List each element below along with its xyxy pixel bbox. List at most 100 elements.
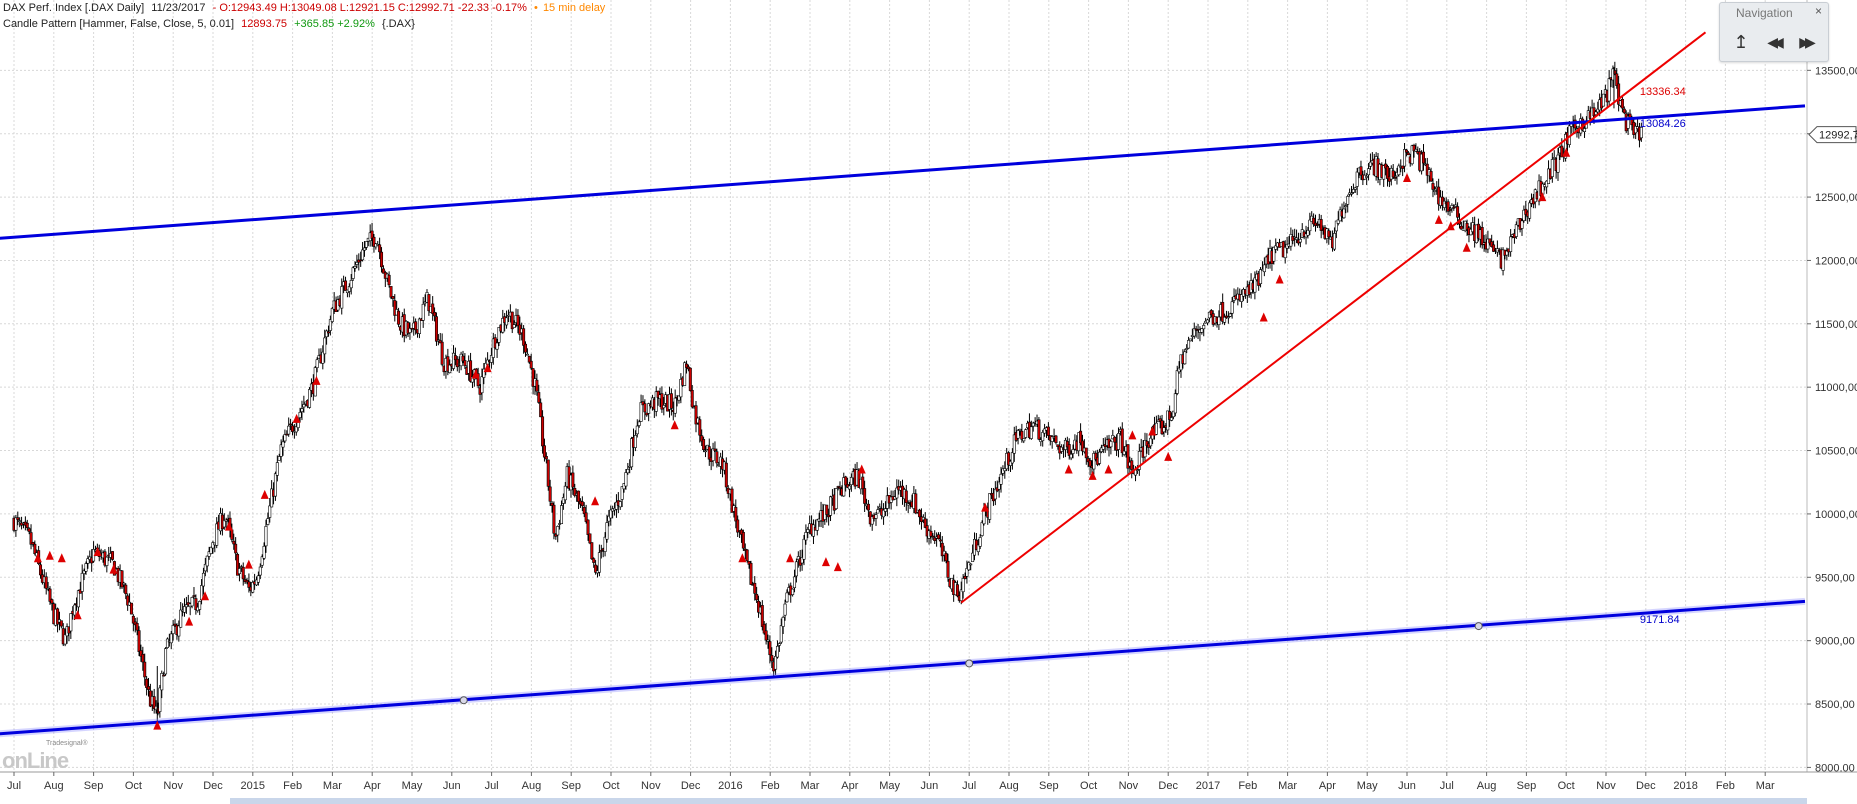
hammer-markers [33,147,1571,730]
candle-body [847,485,851,490]
candle-body [713,448,717,451]
candle-body [245,580,249,583]
candle-body [1187,340,1191,349]
candle-body [1098,451,1102,464]
jump-to-start-icon[interactable]: ↥ [1733,32,1749,52]
close-icon[interactable]: × [1814,4,1822,18]
candle-body [287,425,291,435]
candle-body [453,355,457,361]
hammer-marker [260,489,269,499]
scroll-back-icon[interactable]: ◀◀ [1767,34,1784,50]
candle-body [1109,441,1113,448]
candle-body [904,490,908,503]
candle-body [328,319,332,331]
candle-body [1226,316,1230,319]
x-tick-label: Mar [801,780,820,792]
candle-body [842,477,846,497]
candle-body [1043,428,1047,434]
candle-body [1607,78,1611,102]
price-label: 9171.84 [1640,614,1680,626]
y-axis: 8000,00 8500,00 9000,00 9500,00 10000,00 1050… [1806,0,1857,804]
candle-body [603,536,607,552]
logo-text: onLine [2,748,69,773]
candle-body [1283,246,1287,259]
logo-brand: Tradesignal® [46,740,88,747]
candle-body [25,522,29,529]
candle-body [1240,294,1244,302]
candle-body [1031,422,1035,427]
candle-body [300,408,304,412]
candle-body [1601,93,1605,107]
x-tick-label: Nov [641,780,661,792]
candle-body [321,351,325,364]
candle-body [387,274,391,286]
channel-upper-line[interactable] [0,104,1806,240]
scrollbar-thumb[interactable] [230,798,1807,804]
line-handle[interactable] [1474,622,1483,631]
candle-body [1272,246,1276,262]
candle-body [1406,152,1410,156]
candle-body [184,604,188,608]
last-price-box [1808,126,1857,144]
candle-body [1384,163,1388,169]
candle-body [1319,219,1323,231]
hammer-marker [201,591,210,601]
candle-body [39,564,43,576]
candle-body [933,537,937,541]
candle-body [279,444,283,457]
x-tick-label: Jul [962,780,976,792]
candle-body [440,341,444,365]
candle-body [993,488,997,500]
line-handle[interactable] [459,696,468,705]
candle-body [330,308,334,322]
candle-body [126,595,130,606]
candle-body [461,355,465,362]
candle-body [298,412,302,418]
candle-body [694,405,698,425]
candle-body [380,251,384,268]
candle-body [1223,316,1227,323]
candle-body [1365,176,1369,178]
candle-body [999,473,1003,485]
candle-body [1001,468,1005,474]
candle-body [747,561,751,565]
candle-body [711,448,715,461]
candle-body [262,545,266,559]
candle-body [1135,469,1139,471]
candle-body [1259,269,1263,284]
candle-body [592,558,596,563]
candle-body [656,390,660,398]
candle-body [1008,461,1012,466]
candle-body [308,389,312,408]
x-tick-label: Jul [485,780,499,792]
candle-body [1594,111,1598,115]
candle-body [1410,145,1414,165]
candle-body [455,358,459,368]
candle-body [685,363,689,368]
price-label: 13084.26 [1640,118,1686,130]
trend-lines[interactable] [0,31,1806,738]
candle-body [1368,161,1372,167]
candle-body [541,416,545,447]
candle-body [1171,410,1175,418]
hammer-marker [1434,214,1443,224]
channel-lower-line[interactable] [0,599,1806,736]
y-tick-label: 12000,00 [1815,255,1857,267]
scroll-forward-icon[interactable]: ▶▶ [1799,34,1816,50]
candle-body [446,356,450,372]
candle-body [1202,325,1206,330]
candle-body [1639,127,1643,139]
candle-body [961,577,965,593]
line-handle[interactable] [965,659,974,668]
candle-body [158,687,162,712]
candle-body [580,501,584,507]
candle-body [470,376,474,383]
candle-body [431,303,435,314]
candle-body [827,514,831,518]
candle-body [980,522,984,536]
candle-body [463,360,467,367]
candle-body [971,552,975,563]
candle-body [1092,453,1096,470]
trend-line[interactable] [960,31,1707,604]
